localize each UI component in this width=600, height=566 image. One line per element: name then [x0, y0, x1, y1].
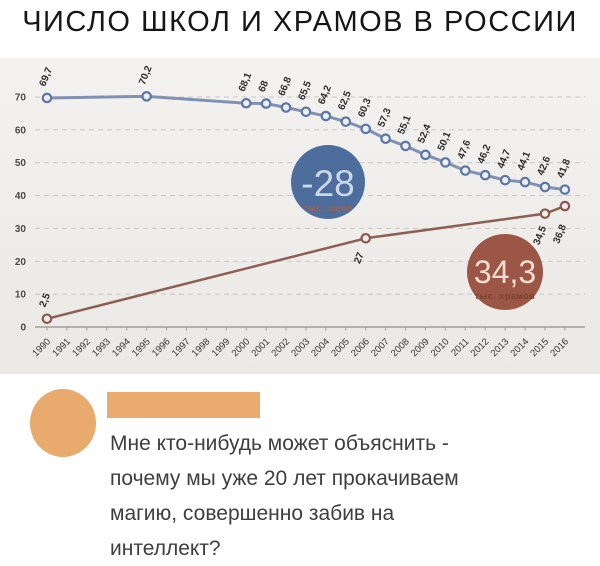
x-tick-label: 1995	[130, 336, 153, 359]
x-tick-label: 2006	[349, 336, 372, 359]
data-point-schools	[141, 91, 152, 102]
data-point-schools	[479, 169, 491, 181]
x-tick-label: 1998	[190, 336, 213, 359]
data-point-schools	[420, 149, 431, 161]
x-tick-label: 2012	[469, 336, 492, 359]
y-tick-label: 50	[15, 158, 27, 169]
chart-title: ЧИСЛО ШКОЛ И ХРАМОВ В РОССИИ	[22, 6, 578, 38]
schools-badge	[291, 145, 365, 219]
x-tick-label: 2015	[528, 336, 551, 359]
x-tick-label: 1997	[170, 336, 193, 359]
data-label-schools: 57,3	[376, 106, 394, 129]
data-label-schools: 64,2	[316, 84, 334, 107]
data-label-schools: 46,2	[476, 143, 494, 166]
y-tick-label: 30	[15, 224, 27, 235]
series-line-churches	[46, 204, 566, 320]
data-point-schools	[559, 184, 571, 195]
data-label-churches: 2,5	[38, 291, 54, 308]
data-label-churches: 27	[352, 251, 367, 266]
data-point-churches	[41, 313, 53, 325]
data-label-schools: 60,3	[356, 96, 374, 119]
data-point-schools	[360, 123, 372, 135]
y-tick-label: 20	[15, 257, 27, 268]
x-tick-label: 2001	[250, 336, 273, 359]
schools-badge-caption: тыс. школ	[303, 203, 352, 213]
data-label-schools: 55,1	[396, 114, 414, 137]
x-tick-label: 1991	[50, 336, 73, 359]
x-tick-label: 1994	[110, 336, 133, 359]
x-tick-label: 2003	[289, 336, 312, 359]
data-label-schools: 65,5	[297, 79, 315, 102]
data-point-schools	[460, 165, 471, 176]
data-point-churches	[559, 200, 571, 212]
comment-block: Мне кто-нибудь может объяснить - почему …	[0, 385, 600, 561]
x-tick-label: 2000	[230, 336, 253, 359]
x-tick-label: 2009	[409, 336, 432, 359]
x-tick-label: 1992	[70, 336, 93, 359]
x-tick-label: 2014	[508, 336, 531, 359]
y-tick-label: 70	[15, 93, 27, 104]
x-tick-label: 2007	[369, 336, 392, 359]
data-label-schools: 69,7	[38, 66, 56, 89]
data-point-churches	[360, 232, 372, 244]
churches-badge-caption: тыс. храмов	[475, 291, 536, 301]
data-point-schools	[440, 157, 451, 168]
x-tick-label: 2004	[309, 336, 332, 359]
y-tick-label: 0	[20, 323, 26, 334]
data-point-schools	[380, 133, 391, 145]
avatar[interactable]	[30, 389, 96, 457]
x-tick-label: 1993	[90, 336, 113, 359]
x-tick-label: 2013	[489, 336, 512, 359]
chart-canvas: 1990199119921993199419951996199719981999…	[15, 64, 585, 359]
data-label-schools: 42,6	[536, 155, 554, 178]
chart: 1990 1991 1992 1993 1994 1995 1996 1997 1998 1999…	[0, 58, 600, 374]
data-label-schools: 50,1	[436, 130, 454, 153]
y-tick-label: 10	[15, 290, 27, 301]
x-tick-label: 1990	[30, 336, 53, 359]
churches-badge-value: 34,3	[474, 254, 536, 290]
data-label-schools: 44,7	[496, 148, 514, 171]
data-point-schools	[340, 116, 352, 127]
data-label-schools: 44,1	[516, 150, 534, 173]
x-tick-label: 1996	[150, 336, 173, 359]
data-label-schools: 68,1	[237, 71, 255, 94]
data-label-schools: 41,8	[556, 157, 574, 180]
data-point-schools	[300, 106, 312, 118]
data-label-churches: 36,8	[552, 223, 570, 246]
x-tick-label: 2005	[329, 336, 352, 359]
x-tick-label: 2016	[548, 336, 571, 359]
x-tick-label: 2002	[269, 336, 292, 359]
data-label-schools: 70,2	[137, 64, 155, 87]
data-point-schools	[280, 102, 292, 113]
x-tick-label: 2010	[429, 336, 452, 359]
data-label-schools: 47,6	[456, 138, 474, 161]
y-tick-label: 60	[15, 125, 27, 136]
data-point-schools	[539, 181, 551, 193]
data-label-schools: 62,5	[336, 89, 354, 112]
data-label-churches: 34,5	[532, 224, 550, 247]
data-point-schools	[240, 97, 252, 109]
data-point-churches	[539, 208, 551, 219]
data-point-schools	[41, 92, 53, 104]
redacted-username[interactable]	[107, 392, 260, 418]
x-tick-label: 2008	[389, 336, 412, 359]
x-tick-label: 2011	[449, 336, 471, 358]
churches-badge	[467, 234, 543, 310]
data-label-schools: 68	[257, 79, 272, 94]
data-point-schools	[260, 98, 272, 109]
schools-badge-value: -28	[301, 163, 354, 204]
data-point-schools	[519, 176, 531, 188]
data-label-schools: 66,8	[277, 75, 295, 98]
data-label-schools: 52,4	[416, 122, 434, 145]
data-point-schools	[320, 110, 332, 122]
y-tick-label: 40	[15, 191, 27, 202]
comment-text: Мне кто-нибудь может объяснить - почему …	[110, 432, 459, 560]
data-point-schools	[400, 140, 411, 152]
data-point-schools	[499, 174, 511, 186]
x-tick-label: 1999	[210, 336, 233, 359]
